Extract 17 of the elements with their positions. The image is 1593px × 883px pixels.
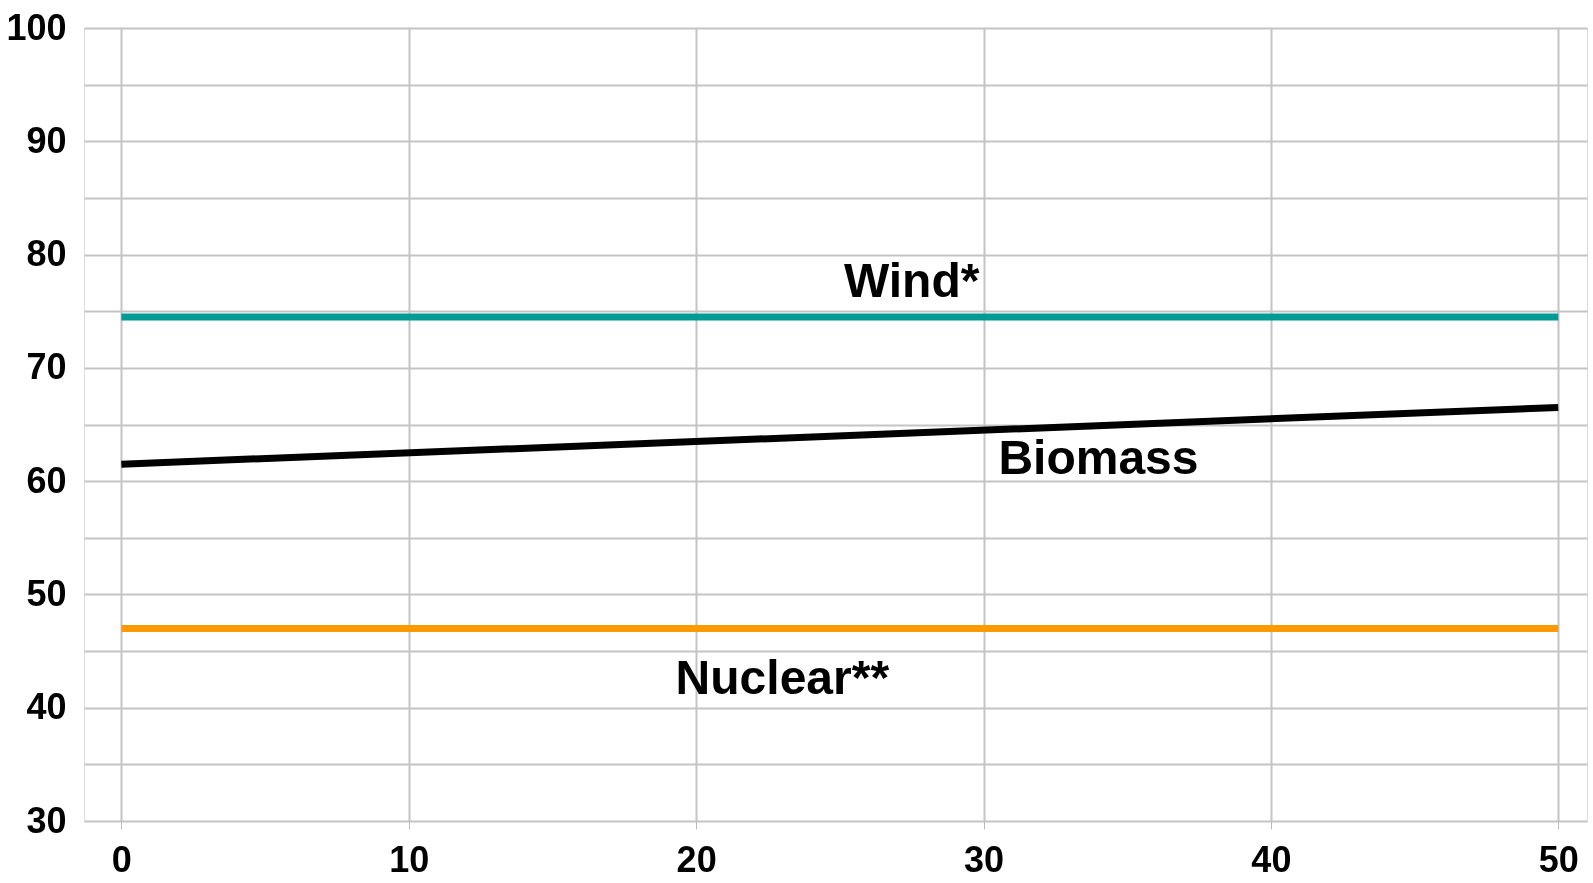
- y-tick-label: 100: [6, 6, 67, 48]
- series-label: Biomass: [998, 430, 1199, 484]
- y-tick-label: 30: [26, 799, 67, 841]
- y-tick-label: 80: [26, 233, 67, 275]
- series-label: Nuclear**: [675, 651, 890, 705]
- series-label: Wind*: [843, 253, 980, 307]
- y-tick-label: 50: [26, 572, 67, 614]
- x-tick-label: 50: [1538, 838, 1579, 880]
- y-tick-label: 70: [26, 346, 67, 388]
- y-tick-label: 60: [26, 459, 67, 501]
- x-tick-label: 10: [389, 838, 430, 880]
- x-tick-label: 40: [1251, 838, 1292, 880]
- x-tick-label: 20: [676, 838, 717, 880]
- x-tick-label: 0: [111, 838, 132, 880]
- y-tick-label: 40: [26, 686, 67, 728]
- x-tick-label: 30: [963, 838, 1005, 880]
- y-tick-label: 90: [26, 119, 67, 161]
